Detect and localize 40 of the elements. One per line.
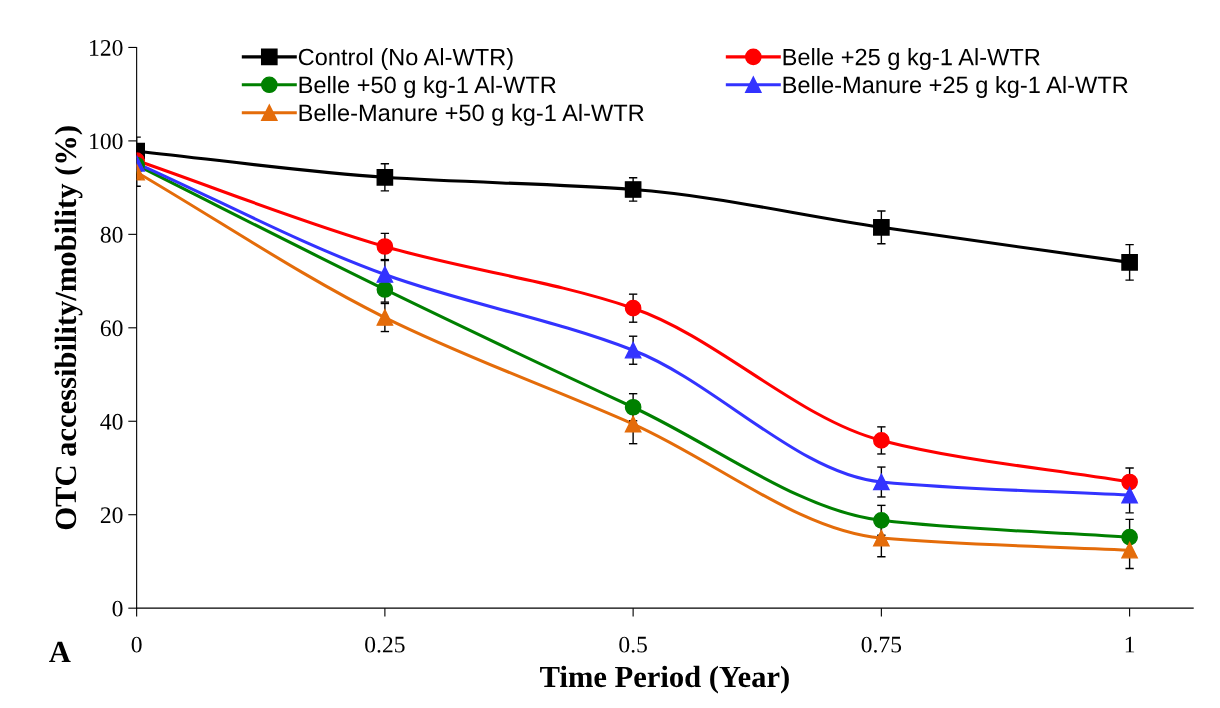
y-axis-title: OTC accessibility/mobility (%) xyxy=(54,126,83,530)
point xyxy=(624,415,642,433)
legend-label: Belle +50 g kg-1 Al-WTR xyxy=(299,75,556,98)
legend-label: Control (No Al-WTR) xyxy=(298,48,513,71)
point xyxy=(1121,541,1138,559)
legend-label: Belle-Manure +50 g kg-1 Al-WTR xyxy=(299,103,644,126)
x-tick-label: 0.5 xyxy=(619,636,647,653)
point xyxy=(376,266,394,283)
point xyxy=(1121,473,1138,491)
point xyxy=(873,511,890,529)
y-tick-label: 60 xyxy=(100,320,123,337)
legend-label: Belle +25 g kg-1 Al-WTR xyxy=(783,48,1040,71)
point xyxy=(873,473,890,491)
point xyxy=(376,309,394,326)
point xyxy=(624,299,642,317)
point xyxy=(873,432,890,449)
y-tick-label: 40 xyxy=(100,413,123,430)
x-tick-label: 0 xyxy=(131,636,142,653)
point xyxy=(376,238,394,255)
point xyxy=(624,181,642,198)
y-tick-label: 100 xyxy=(90,133,123,150)
point xyxy=(376,281,394,298)
text: A xyxy=(49,641,71,662)
point xyxy=(1121,486,1138,504)
point xyxy=(624,398,642,416)
point xyxy=(1121,528,1138,546)
point xyxy=(376,169,394,186)
y-tick-label: 120 xyxy=(90,39,123,56)
y-tick-label: 20 xyxy=(100,507,123,524)
point xyxy=(624,341,642,359)
x-tick-label: 0.25 xyxy=(365,636,405,653)
point xyxy=(873,529,890,547)
point xyxy=(1121,254,1138,271)
y-tick-label: 0 xyxy=(112,600,123,617)
legend-label: Belle-Manure +25 g kg-1 Al-WTR xyxy=(783,75,1128,98)
x-tick-label: 1 xyxy=(1125,636,1135,653)
x-axis-title: Time Period (Year) xyxy=(540,665,789,694)
point xyxy=(873,219,890,236)
x-tick-label: 0.75 xyxy=(861,636,902,653)
y-tick-label: 80 xyxy=(100,226,123,243)
